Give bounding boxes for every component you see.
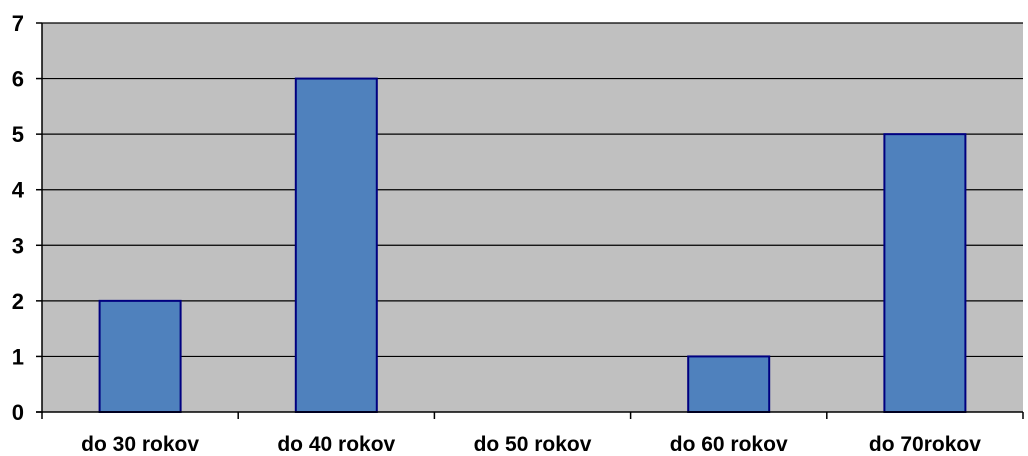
y-tick-label: 5: [12, 122, 24, 147]
bars: [98, 77, 967, 414]
x-tick-label: do 30 rokov: [81, 433, 199, 456]
bar: [883, 133, 967, 413]
y-tick-labels: 0 1 2 3 4 5 6 7: [12, 11, 25, 425]
bar: [98, 299, 182, 414]
x-tick-label: do 70rokov: [869, 433, 981, 456]
y-tick-label: 7: [12, 11, 24, 36]
y-tick-label: 3: [12, 233, 24, 258]
axes: [36, 22, 1024, 419]
y-tick-label: 1: [12, 344, 24, 369]
x-tick-label: do 50 rokov: [474, 433, 592, 456]
y-tick-label: 6: [12, 67, 24, 92]
y-tick-label: 2: [12, 289, 24, 314]
y-tick-label: 4: [12, 178, 25, 203]
gridlines: [42, 22, 1023, 358]
y-tick-label: 0: [12, 400, 24, 425]
bar: [294, 77, 378, 413]
x-tick-label: do 40 rokov: [277, 433, 395, 456]
x-tick-labels: do 30 rokov do 40 rokov do 50 rokov do 60 r…: [81, 433, 981, 456]
bar: [687, 355, 771, 413]
plot-area: [42, 23, 1023, 412]
x-tick-label: do 60 rokov: [670, 433, 788, 456]
